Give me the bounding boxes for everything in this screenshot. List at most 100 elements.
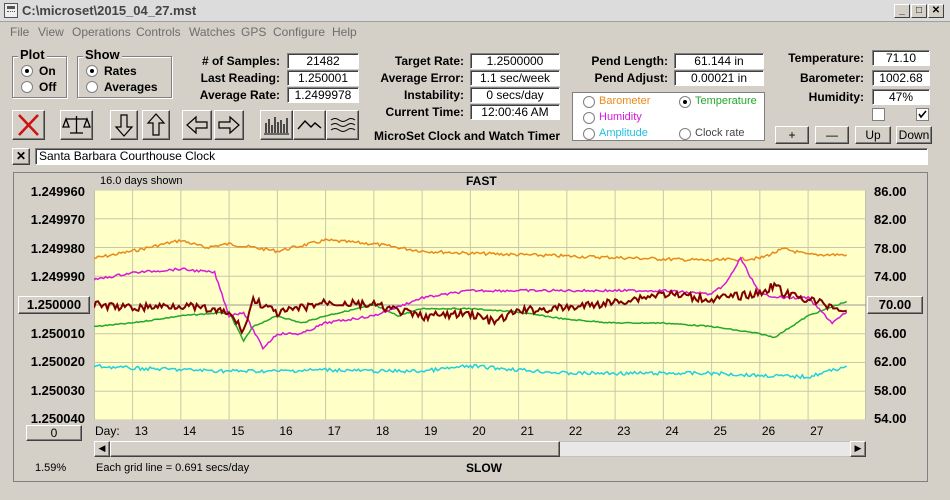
bar-graph-button[interactable]: [260, 110, 293, 140]
plot-on-label: On: [39, 64, 56, 78]
overlay-humidity-radio[interactable]: [583, 112, 595, 124]
barometer-field: 1002.68: [872, 70, 930, 86]
show-averages-radio[interactable]: [86, 81, 98, 93]
minimize-button[interactable]: _: [894, 4, 910, 18]
offset-button[interactable]: 0: [26, 425, 82, 441]
overlay-selector: [572, 92, 765, 141]
menu-help[interactable]: Help: [332, 25, 357, 39]
humidity-field: 47%: [872, 89, 930, 105]
app-name-label: MicroSet Clock and Watch Timer: [374, 129, 561, 143]
balance-button[interactable]: [60, 110, 93, 140]
grid-note-label: Each grid line = 0.691 secs/day: [96, 462, 250, 474]
plot-on-radio[interactable]: [21, 65, 33, 77]
day-tick-label: 26: [761, 424, 776, 438]
app-icon[interactable]: [4, 3, 18, 18]
scale-plus-button[interactable]: +: [775, 126, 809, 144]
overlay-clock-rate-radio[interactable]: [679, 128, 691, 140]
overlay-humidity-label: Humidity: [599, 111, 642, 123]
bar-graph-icon: [264, 117, 289, 135]
checkbox-2[interactable]: [916, 108, 929, 121]
down-arrow-button[interactable]: [110, 110, 138, 140]
left-tick-label: 1.249980: [30, 241, 85, 256]
right-tick-label: 62.00: [874, 354, 907, 369]
overlay-barometer-radio[interactable]: [583, 96, 595, 108]
left-center-button[interactable]: 1.250000: [18, 296, 90, 314]
samples-label: # of Samples:: [201, 54, 280, 68]
instability-field: 0 secs/day: [470, 87, 560, 103]
day-tick-label: 21: [520, 424, 534, 438]
overlay-amplitude-radio[interactable]: [583, 128, 595, 140]
right-center-button[interactable]: 70.00: [867, 296, 923, 314]
arrow-right-icon: [218, 115, 240, 135]
series-line-barometer: [94, 238, 848, 263]
overlay-barometer-label: Barometer: [599, 95, 651, 107]
scale-balance-icon: [62, 116, 91, 134]
clear-clock-name-button[interactable]: ✕: [12, 148, 30, 165]
day-tick-label: 15: [231, 424, 245, 438]
menu-gps[interactable]: GPS: [241, 25, 267, 39]
days-shown-label: 16.0 days shown: [100, 175, 183, 187]
plot-off-radio[interactable]: [21, 81, 33, 93]
clock-name-input[interactable]: Santa Barbara Courthouse Clock: [35, 148, 928, 165]
chart-panel: [13, 172, 928, 482]
day-tick-label: 19: [424, 424, 438, 438]
right-tick-label: 58.00: [874, 383, 907, 398]
show-rates-radio[interactable]: [86, 65, 98, 77]
last-reading-label: Last Reading:: [200, 71, 280, 85]
right-tick-label: 82.00: [874, 212, 907, 227]
pend-adjust-field: 0.00021 in: [674, 70, 764, 86]
right-tick-label: 66.00: [874, 326, 907, 341]
left-arrow-button[interactable]: [182, 110, 212, 140]
left-tick-label: 1.249970: [30, 212, 85, 227]
menu-file[interactable]: File: [10, 25, 30, 39]
arrow-left-icon: [186, 115, 208, 135]
wave-graph-button[interactable]: [326, 110, 359, 140]
scale-down-button[interactable]: Down: [896, 126, 932, 144]
menu-view[interactable]: View: [38, 25, 64, 39]
scale-minus-button[interactable]: —: [815, 126, 849, 144]
day-tick-label: 16: [279, 424, 293, 438]
line-graph-button[interactable]: [293, 110, 326, 140]
show-rates-label: Rates: [104, 64, 137, 78]
series-line-humidity: [94, 256, 848, 351]
show-group-title: Show: [83, 47, 122, 62]
average-error-label: Average Error:: [380, 71, 464, 85]
up-arrow-button[interactable]: [142, 110, 170, 140]
left-tick-label: 1.250040: [30, 411, 85, 426]
scroll-left-button[interactable]: ◀: [94, 441, 110, 457]
samples-field: 21482: [287, 53, 359, 69]
right-tick-label: 54.00: [874, 411, 907, 426]
average-error-field: 1.1 sec/week: [470, 70, 560, 86]
left-tick-label: 1.249990: [30, 269, 85, 284]
checkbox-1[interactable]: [872, 108, 885, 121]
line-graph-icon: [297, 119, 322, 130]
close-button[interactable]: ✕: [928, 4, 944, 18]
title-bar: C:\microset\2015_04_27.mst _ □ ✕: [0, 0, 950, 22]
target-rate-label: Target Rate:: [394, 54, 464, 68]
menu-watches[interactable]: Watches: [189, 25, 236, 39]
scroll-right-button[interactable]: ▶: [850, 441, 866, 457]
menu-controls[interactable]: Controls: [136, 25, 181, 39]
last-reading-field: 1.250001: [287, 70, 359, 86]
overlay-amplitude-label: Amplitude: [599, 127, 648, 139]
plot-area: [94, 190, 866, 420]
barometer-label: Barometer:: [799, 71, 864, 85]
current-time-label: Current Time:: [385, 105, 464, 119]
target-rate-field[interactable]: 1.2500000: [470, 53, 560, 69]
scroll-thumb[interactable]: [110, 441, 560, 457]
series-line-amplitude: [94, 363, 848, 380]
plot-off-label: Off: [39, 80, 57, 94]
average-rate-label: Average Rate:: [199, 88, 280, 102]
day-tick-label: 22: [568, 424, 583, 438]
show-group: [77, 56, 172, 98]
menu-configure[interactable]: Configure: [273, 25, 326, 39]
menu-operations[interactable]: Operations: [72, 25, 131, 39]
day-tick-label: 13: [134, 424, 148, 438]
left-tick-label: 1.250030: [30, 383, 85, 398]
right-arrow-button[interactable]: [214, 110, 244, 140]
clear-button[interactable]: [12, 110, 45, 140]
maximize-button[interactable]: □: [911, 4, 927, 18]
scale-up-button[interactable]: Up: [855, 126, 891, 144]
overlay-temperature-radio[interactable]: [679, 96, 691, 108]
day-tick-label: 17: [327, 424, 341, 438]
